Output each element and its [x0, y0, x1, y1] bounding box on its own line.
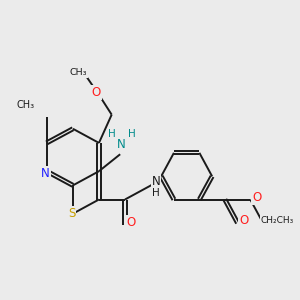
Text: O: O — [252, 191, 261, 204]
Text: H: H — [152, 188, 160, 198]
Text: O: O — [239, 214, 248, 227]
Text: CH₃: CH₃ — [70, 68, 87, 77]
Text: O: O — [92, 86, 101, 99]
Text: H: H — [128, 129, 136, 139]
Text: N: N — [152, 175, 161, 188]
Text: N: N — [117, 138, 126, 151]
Text: S: S — [68, 207, 75, 220]
Text: N: N — [41, 167, 50, 180]
Text: CH₃: CH₃ — [16, 100, 34, 110]
Text: CH₂CH₃: CH₂CH₃ — [260, 216, 294, 225]
Text: O: O — [127, 216, 136, 229]
Text: H: H — [108, 129, 116, 139]
